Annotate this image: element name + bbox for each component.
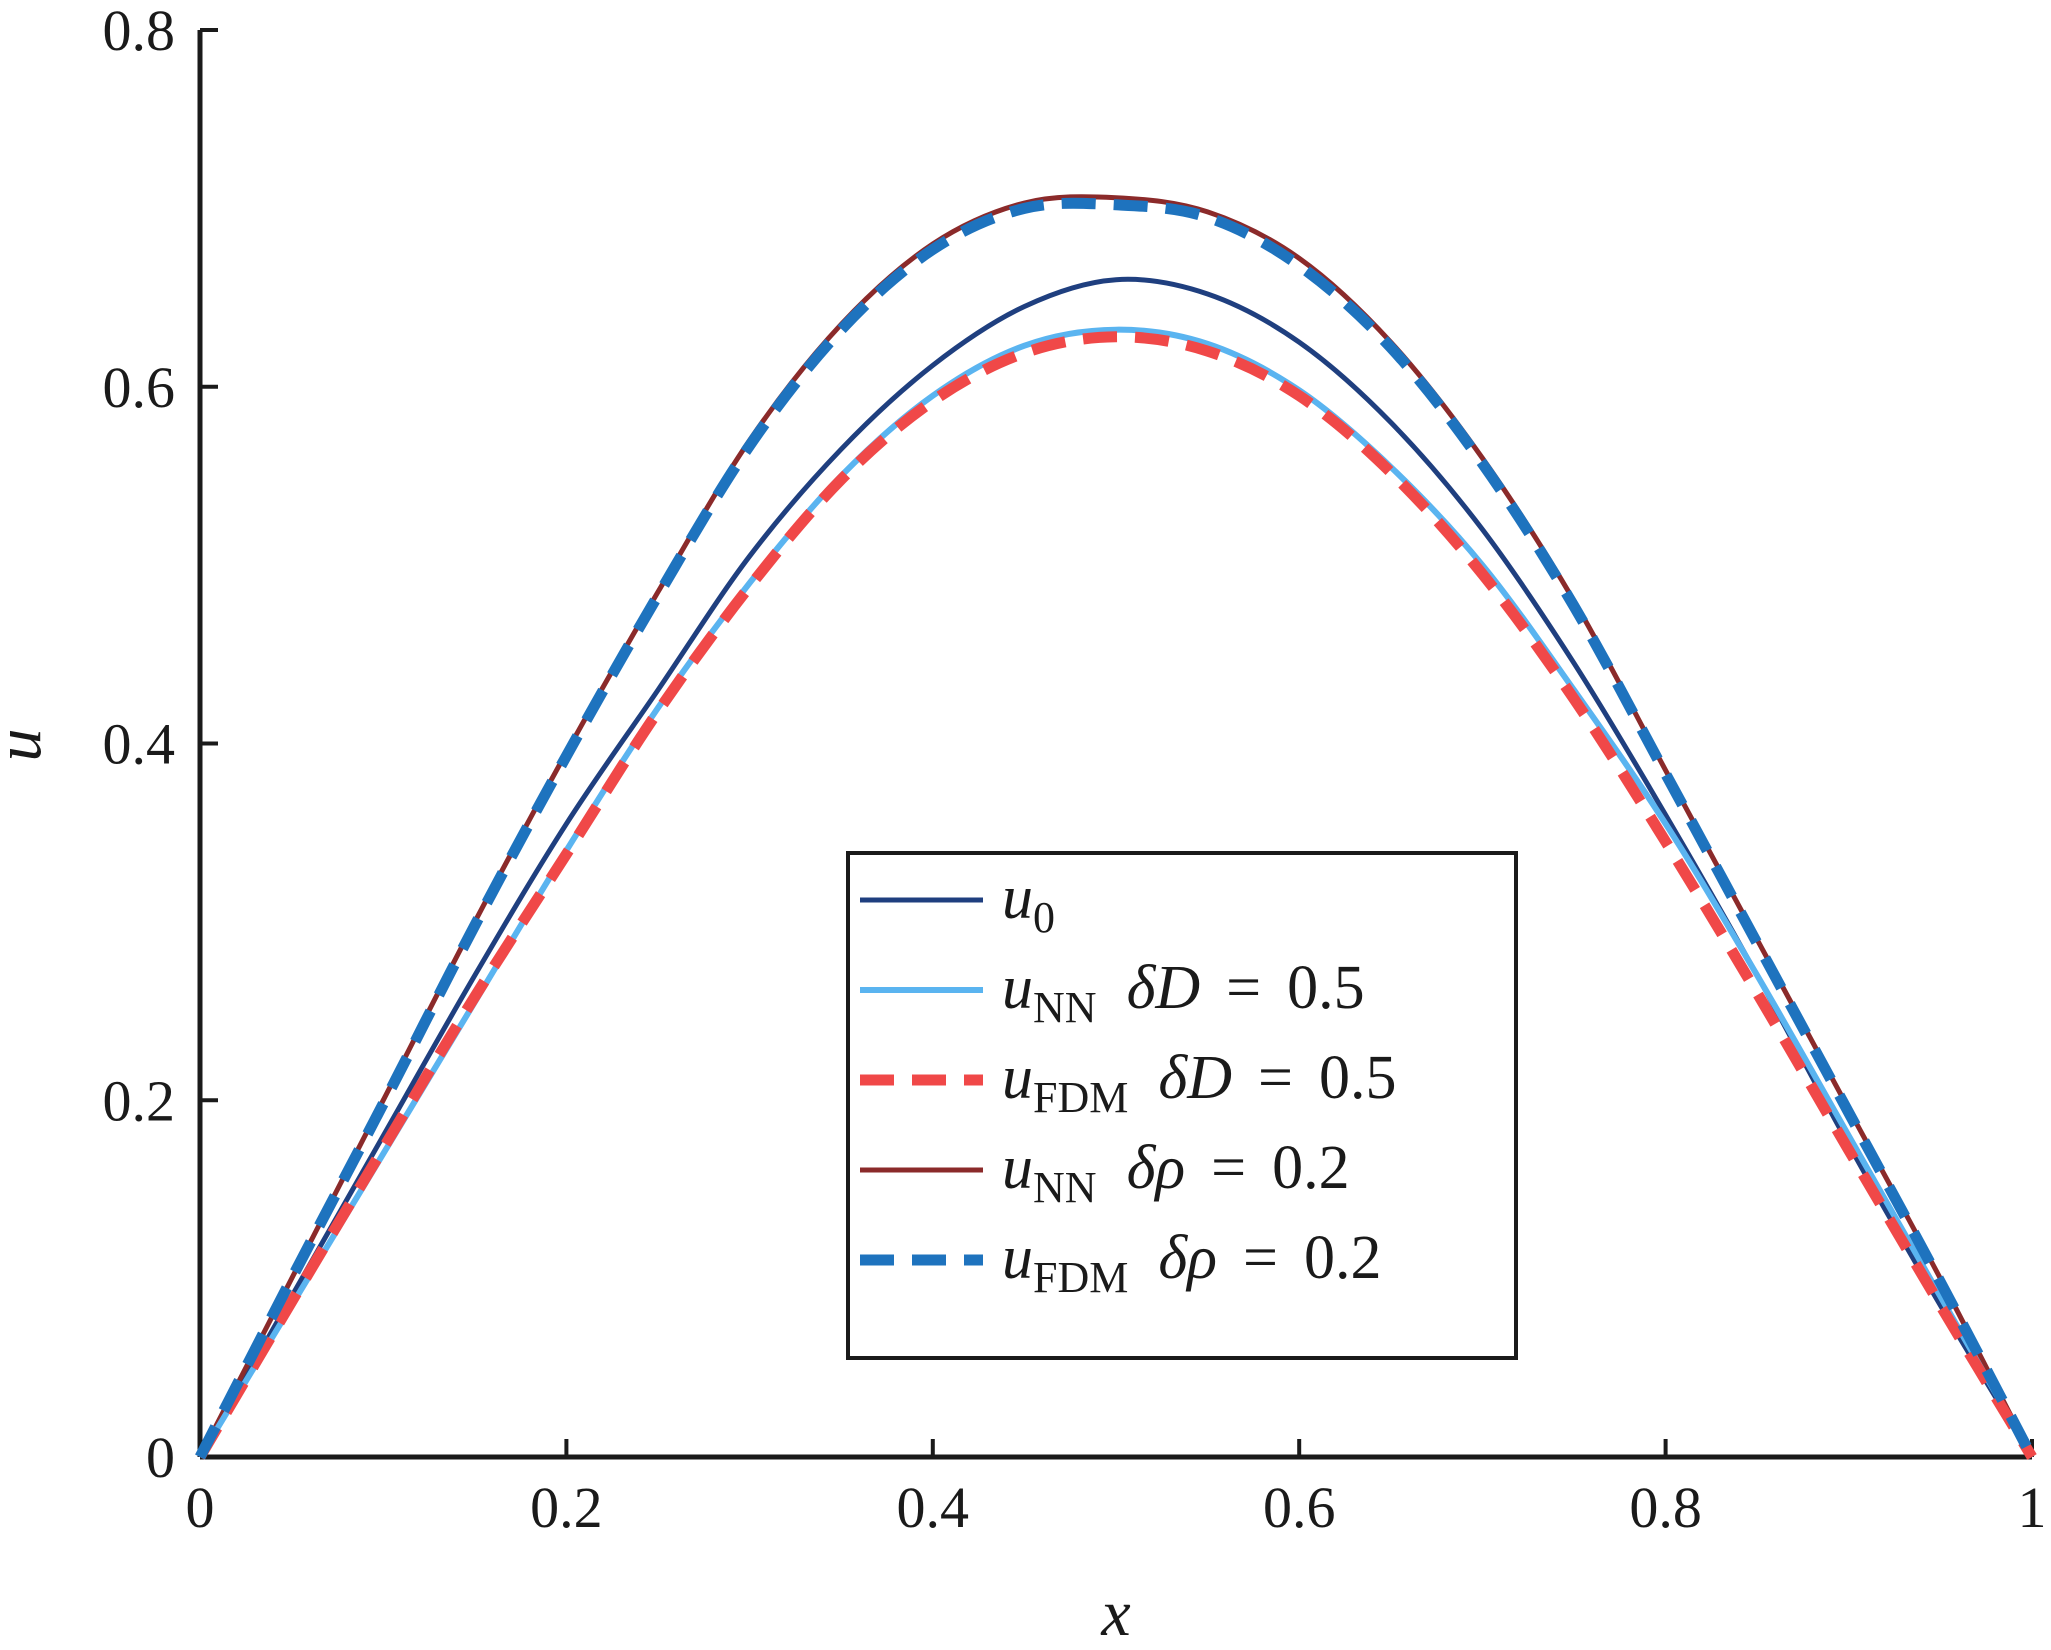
y-tick-label: 0.8 — [103, 0, 176, 63]
legend-label-4: uFDM δρ = 0.2 — [1002, 1224, 1381, 1302]
legend-symbol: u — [1002, 1044, 1033, 1112]
y-tick-label: 0 — [146, 1425, 175, 1490]
legend-subscript: NN — [1033, 1163, 1097, 1212]
legend-param: δD — [1127, 954, 1201, 1022]
legend-param: δρ — [1127, 1134, 1186, 1202]
legend-symbol: u — [1002, 954, 1033, 1022]
legend-value: 0.2 — [1272, 1134, 1350, 1202]
series-layer — [195, 194, 2037, 1460]
series-line-4 — [195, 197, 2037, 1460]
x-tick-label: 1 — [2018, 1475, 2047, 1540]
x-tick-label: 0.4 — [897, 1475, 970, 1540]
plot-area: 0 0.2 0.4 0.6 0.8 1 0 0.2 0.4 0.6 0.8 — [103, 0, 2047, 1540]
legend-label-1: uNN δD = 0.5 — [1002, 954, 1365, 1032]
legend-label-2: uFDM δD = 0.5 — [1002, 1044, 1396, 1122]
x-axis-title: x — [1100, 1577, 1130, 1650]
x-tick-label: 0 — [186, 1475, 215, 1540]
x-tick-label: 0.2 — [530, 1475, 603, 1540]
legend-param: δD — [1158, 1044, 1232, 1112]
legend-value: 0.5 — [1319, 1044, 1397, 1112]
legend-equals: = — [1243, 1224, 1278, 1292]
series-line-2 — [195, 331, 2037, 1460]
legend-subscript: NN — [1033, 983, 1097, 1032]
y-axis-title: u — [0, 729, 55, 762]
y-tick-label: 0.6 — [103, 355, 176, 420]
x-tick-label: 0.6 — [1263, 1475, 1336, 1540]
y-tick-label: 0.4 — [103, 712, 176, 777]
legend-label-0: u0 — [1002, 864, 1055, 942]
legend-symbol: u — [1002, 864, 1033, 932]
legend-subscript: 0 — [1033, 893, 1055, 942]
legend-label-3: uNN δρ = 0.2 — [1002, 1134, 1350, 1212]
legend-equals: = — [1258, 1044, 1293, 1112]
legend-box — [846, 851, 1518, 1360]
legend-param: δρ — [1158, 1224, 1217, 1292]
legend-subscript: FDM — [1033, 1073, 1128, 1122]
legend-symbol: u — [1002, 1134, 1033, 1202]
legend-equals: = — [1226, 954, 1261, 1022]
y-tick-label: 0.2 — [103, 1068, 176, 1133]
legend-subscript: FDM — [1033, 1253, 1128, 1302]
axis-ticks: 0 0.2 0.4 0.6 0.8 1 0 0.2 0.4 0.6 0.8 — [103, 0, 2047, 1540]
legend-equals: = — [1211, 1134, 1246, 1202]
x-tick-label: 0.8 — [1629, 1475, 1702, 1540]
legend-symbol: u — [1002, 1224, 1033, 1292]
legend-value: 0.2 — [1304, 1224, 1382, 1292]
legend-value: 0.5 — [1287, 954, 1365, 1022]
